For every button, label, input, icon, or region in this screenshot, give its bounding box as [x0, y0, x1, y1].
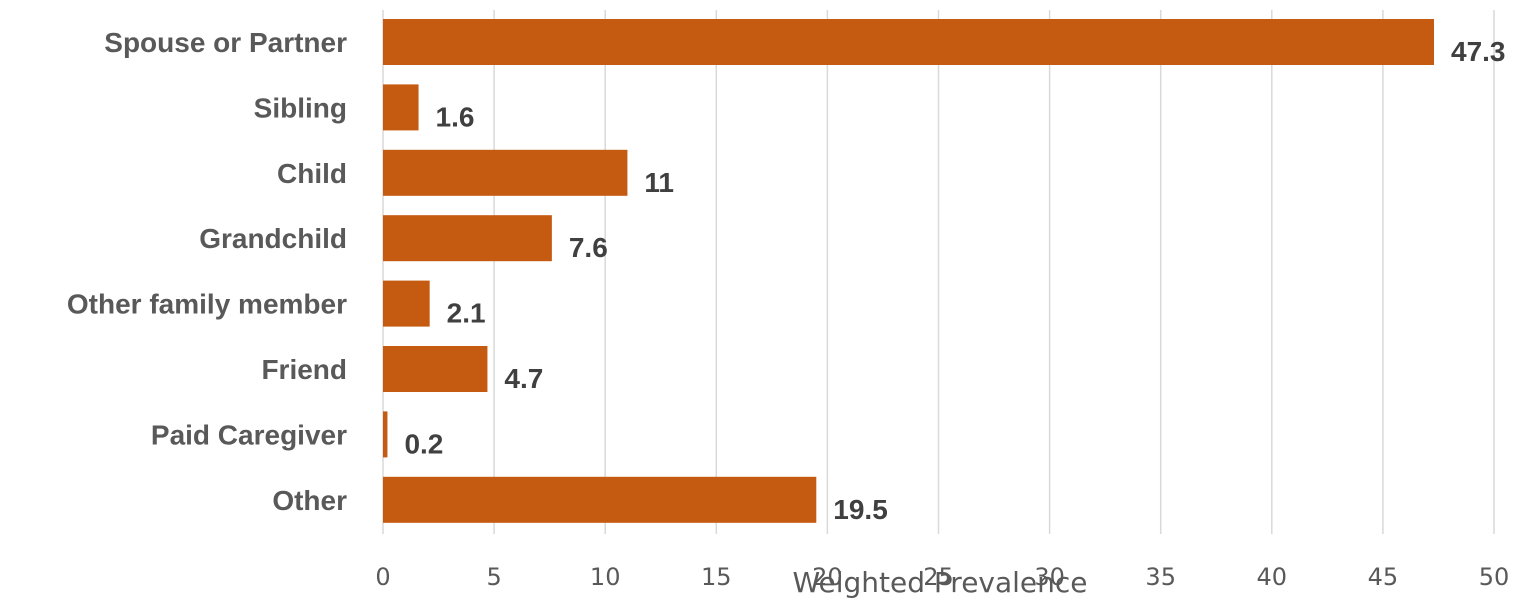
x-axis-ticks: 0 5 10 15 20 25 30 35 40 45 50	[375, 563, 1509, 591]
bar	[383, 476, 817, 523]
category-labels: Spouse or Partner Sibling Child Grandchild O…	[67, 27, 347, 516]
value-label: 11	[644, 167, 674, 198]
x-tick-label: 35	[1145, 563, 1176, 591]
x-tick-label: 40	[1257, 563, 1288, 591]
category-label: Child	[277, 158, 347, 189]
x-tick-label: 20	[812, 563, 843, 591]
category-label: Other	[272, 485, 347, 516]
x-tick-label: 15	[701, 563, 732, 591]
x-tick-label: 0	[375, 563, 390, 591]
x-tick-label: 45	[1368, 563, 1399, 591]
x-tick-label: 5	[486, 563, 501, 591]
x-axis-title: Weighted Prevalence	[792, 566, 1087, 599]
gridlines	[382, 10, 1495, 534]
category-label: Friend	[261, 354, 347, 385]
bar	[383, 84, 419, 131]
value-label: 4.7	[504, 363, 543, 394]
x-tick-label: 10	[590, 563, 621, 591]
bar	[383, 19, 1435, 65]
x-tick-label: 50	[1479, 563, 1510, 591]
category-label: Grandchild	[199, 223, 347, 254]
bar	[383, 411, 388, 458]
value-label: 47.3	[1451, 36, 1506, 67]
bar	[383, 149, 628, 196]
bar	[383, 280, 430, 327]
category-label: Sibling	[254, 92, 347, 123]
x-tick-label: 25	[923, 563, 954, 591]
x-tick-label: 30	[1034, 563, 1065, 591]
category-label: Paid Caregiver	[151, 419, 347, 450]
value-labels: 47.3 1.6 11 7.6 2.1 4.7 0.2 19.5	[404, 36, 1505, 525]
category-label: Other family member	[67, 289, 347, 320]
value-label: 19.5	[833, 494, 888, 525]
category-label: Spouse or Partner	[104, 27, 347, 58]
value-label: 7.6	[569, 232, 608, 263]
bars	[383, 19, 1435, 523]
value-label: 0.2	[404, 428, 443, 459]
bar	[383, 215, 552, 262]
value-label: 1.6	[436, 101, 475, 132]
bar	[383, 346, 488, 392]
value-label: 2.1	[447, 298, 486, 329]
